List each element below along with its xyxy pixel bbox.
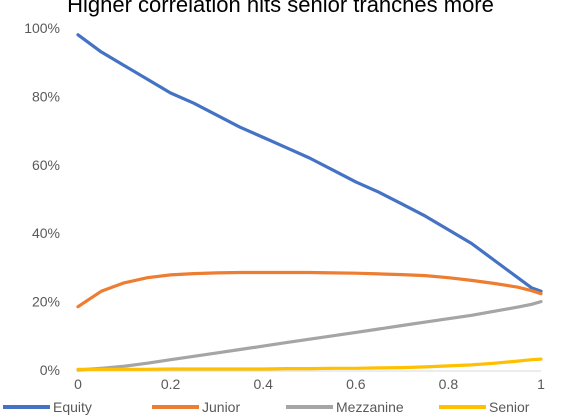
x-tick-label: 0.6	[346, 376, 366, 392]
x-tick-label: 0.8	[439, 376, 459, 392]
series-lines	[76, 33, 543, 372]
legend-label-senior: Senior	[489, 399, 530, 415]
legend-label-equity: Equity	[53, 399, 92, 415]
y-tick-label: 20%	[32, 294, 60, 310]
y-tick-label: 100%	[24, 20, 60, 36]
y-tick-label: 0%	[40, 362, 60, 378]
x-tick-label: 0.4	[253, 376, 273, 392]
x-axis-ticks: 0 0.2 0.4 0.6 0.8 1	[74, 376, 545, 392]
legend-label-mezzanine: Mezzanine	[336, 399, 404, 415]
x-tick-label: 0	[74, 376, 82, 392]
series-line-senior	[76, 357, 543, 371]
x-tick-label: 0.2	[161, 376, 181, 392]
y-tick-label: 40%	[32, 225, 60, 241]
series-line-equity	[76, 33, 543, 293]
y-tick-label: 80%	[32, 88, 60, 104]
chart-title: Higher correlation hits senior tranches …	[67, 0, 494, 17]
series-line-mezzanine	[76, 300, 543, 372]
y-tick-label: 60%	[32, 157, 60, 173]
x-tick-label: 1	[537, 376, 545, 392]
legend: Equity Junior Mezzanine Senior	[3, 399, 530, 415]
series-line-junior	[76, 270, 543, 309]
y-axis-ticks: 0% 20% 40% 60% 80% 100%	[24, 20, 60, 378]
legend-label-junior: Junior	[202, 399, 240, 415]
